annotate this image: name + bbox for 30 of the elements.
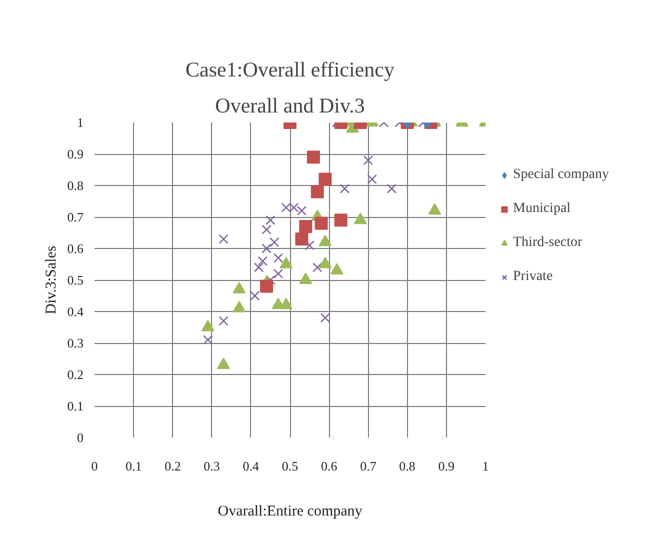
legend-label: Private xyxy=(513,269,553,285)
y-tick-label: 0.7 xyxy=(67,210,84,224)
y-tick-label: 0 xyxy=(77,430,84,445)
y-tick-label: 0.6 xyxy=(67,241,84,256)
chart-title: Case1:Overall efficiency xyxy=(186,58,395,82)
y-axis-title: Div.3:Sales xyxy=(43,246,60,314)
x-tick-label: 1 xyxy=(482,458,489,474)
y-tick-label: 0.1 xyxy=(67,398,84,414)
y-tick-label: 0.4 xyxy=(67,304,84,319)
x-tick-label: 0.7 xyxy=(360,458,377,474)
legend-label: Municipal xyxy=(513,201,571,217)
y-tick-label: 0.3 xyxy=(67,336,84,350)
y-tick-label: 1 xyxy=(77,115,84,130)
x-tick-label: 0.8 xyxy=(399,458,416,474)
x-tick-label: 0.3 xyxy=(204,458,220,474)
y-tick-label: 0.8 xyxy=(67,178,84,193)
x-tick-label: 0.2 xyxy=(164,458,181,474)
y-tick-label: 0.5 xyxy=(67,272,84,288)
x-tick-label: 0.1 xyxy=(125,458,142,474)
chart-subtitle: Overall and Div.3 xyxy=(215,94,365,118)
x-tick-label: 0.4 xyxy=(242,458,260,474)
y-tick-label: 0.2 xyxy=(67,367,84,382)
legend-label: Special company xyxy=(513,167,610,183)
x-tick-label: 0.6 xyxy=(320,458,338,474)
x-axis-title: Ovarall:Entire company xyxy=(218,504,363,520)
legend-label: Third-sector xyxy=(513,235,582,251)
x-tick-label: 0 xyxy=(91,458,98,474)
y-tick-label: 0.9 xyxy=(67,146,84,162)
x-tick-label: 0.9 xyxy=(438,458,455,474)
x-tick-label: 0.5 xyxy=(282,458,298,474)
